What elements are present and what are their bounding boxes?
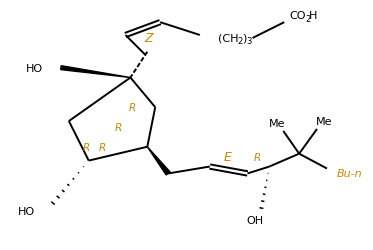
Text: 3: 3 <box>247 37 252 46</box>
Text: OH: OH <box>246 215 263 225</box>
Polygon shape <box>61 66 131 78</box>
Text: Me: Me <box>316 116 332 126</box>
Polygon shape <box>147 147 170 175</box>
Text: 2: 2 <box>305 15 310 24</box>
Text: R: R <box>99 142 106 152</box>
Text: E: E <box>224 150 232 164</box>
Text: R: R <box>254 152 261 162</box>
Text: R: R <box>129 103 136 113</box>
Text: HO: HO <box>26 64 43 73</box>
Text: ): ) <box>242 34 246 44</box>
Text: H: H <box>309 11 317 21</box>
Text: CO: CO <box>289 11 306 21</box>
Text: Bu-n: Bu-n <box>337 169 363 179</box>
Text: R: R <box>115 122 122 132</box>
Text: 2: 2 <box>238 37 243 46</box>
Text: R: R <box>83 142 90 152</box>
Text: Z: Z <box>144 32 153 45</box>
Text: HO: HO <box>18 206 35 216</box>
Text: Me: Me <box>269 118 286 128</box>
Text: (CH: (CH <box>218 34 238 44</box>
